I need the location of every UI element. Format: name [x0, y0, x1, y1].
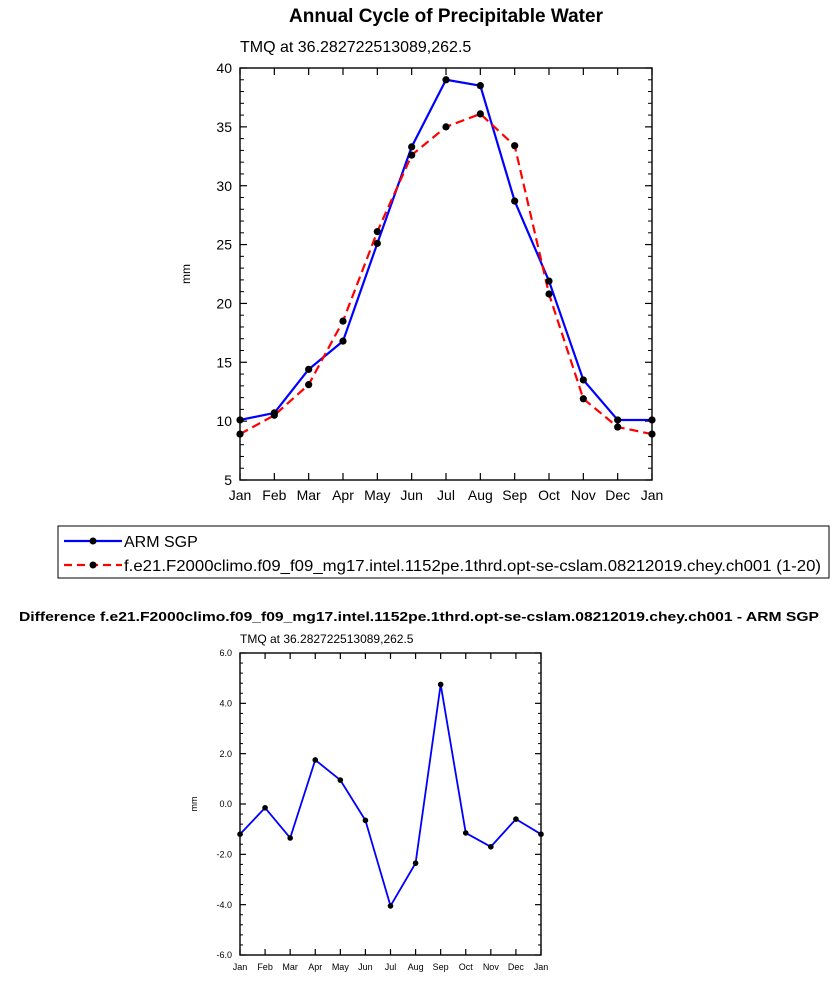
top-series-0-point	[476, 82, 484, 90]
bottom-ytick-label: -6.0	[216, 950, 232, 960]
bottom-series-0-point	[362, 817, 369, 824]
top-ytick-label: 40	[216, 60, 232, 76]
top-xtick-label: Feb	[262, 487, 286, 503]
top-ytick-label: 25	[216, 237, 232, 253]
top-chart-title: Annual Cycle of Precipitable Water	[289, 6, 604, 27]
bottom-series-0-point	[262, 804, 268, 811]
bottom-xtick-label: Nov	[483, 962, 500, 972]
top-series-1-point	[339, 317, 347, 325]
top-series-0-point	[236, 416, 244, 424]
top-series-0-point	[339, 337, 347, 345]
bottom-xtick-label: Oct	[459, 962, 474, 972]
top-series-0-point	[373, 239, 381, 247]
top-ytick-label: 20	[216, 295, 232, 311]
top-series-0-point	[545, 277, 553, 285]
bottom-series-0-point	[287, 835, 293, 841]
top-series-1-point	[305, 381, 313, 389]
top-ytick-label: 15	[216, 354, 232, 370]
bottom-frame	[239, 652, 542, 956]
bottom-xtick-label: Dec	[508, 962, 525, 972]
top-series-1-point	[614, 423, 622, 431]
legend: ARM SGP f.e21.F2000climo.f09_f09_mg17.in…	[57, 525, 830, 579]
top-ytick-label: 5	[224, 472, 232, 488]
top-xtick-label: Jun	[400, 487, 423, 503]
bottom-ytick-label: -2.0	[216, 850, 232, 860]
top-series-1-point	[270, 411, 278, 419]
top-series-1-point	[373, 228, 381, 236]
legend-label-model: f.e21.F2000climo.f09_f09_mg17.intel.1152…	[124, 558, 821, 575]
bottom-series-0-point	[387, 903, 394, 909]
bottom-ytick-label: 0.0	[219, 799, 232, 809]
top-xtick-label: Aug	[468, 487, 493, 503]
bottom-series-0-point	[312, 757, 319, 763]
top-series-0-point	[614, 416, 622, 424]
bottom-series-0-line	[239, 683, 542, 907]
top-series-1-point	[545, 290, 553, 298]
top-series-1-point	[408, 151, 416, 159]
top-series-1-point	[511, 142, 519, 150]
legend-marker-model	[89, 561, 97, 569]
top-series-1-point	[236, 430, 244, 438]
top-ytick-label: 30	[216, 178, 232, 194]
top-xtick-label: Jan	[229, 487, 252, 503]
top-series-1-point	[442, 123, 450, 131]
bottom-xtick-label: Apr	[308, 962, 322, 972]
top-ytick-label: 10	[216, 413, 232, 429]
bottom-plot-area: Jan Feb Mar Apr May Jun Jul Aug Sep Oct Nov Dec Jan-…	[189, 648, 548, 972]
bottom-series-0-point	[412, 860, 419, 866]
bottom-series-0-point	[462, 830, 469, 836]
top-xtick-label: May	[364, 487, 390, 503]
top-xtick-label: Jan	[641, 487, 664, 503]
bottom-chart-subtitle: TMQ at 36.282722513089,262.5	[240, 632, 414, 646]
top-xtick-label: Apr	[332, 487, 354, 503]
top-series-1-point	[648, 430, 656, 438]
top-xtick-label: Mar	[297, 487, 321, 503]
bottom-xtick-label: Aug	[408, 962, 424, 972]
top-series-0-point	[648, 416, 656, 424]
bottom-series-0-point	[513, 816, 519, 822]
bottom-chart-title: Difference f.e21.F2000climo.f09_f09_mg17…	[19, 609, 819, 624]
top-plot-area: Jan Feb Mar Apr May Jun Jul Aug Sep Oct Nov Dec Jan5…	[179, 60, 663, 503]
bottom-xtick-label: Mar	[282, 962, 298, 972]
top-series-0-point	[579, 376, 587, 384]
bottom-xtick-label: Jun	[358, 962, 373, 972]
top-series-1-point	[579, 395, 587, 403]
top-xtick-label: Nov	[571, 487, 596, 503]
bottom-xtick-label: Feb	[257, 962, 273, 972]
bottom-xtick-label: Jan	[534, 962, 549, 972]
top-xtick-label: Dec	[605, 487, 630, 503]
bottom-ytick-label: 2.0	[219, 749, 232, 759]
legend-box	[57, 525, 830, 579]
legend-marker-obs	[89, 537, 97, 545]
bottom-xtick-label: May	[332, 962, 350, 972]
top-series-0-point	[305, 365, 313, 373]
top-series-0-point	[408, 143, 416, 151]
bottom-series-0-point	[538, 831, 544, 837]
top-chart-subtitle: TMQ at 36.282722513089,262.5	[240, 39, 471, 56]
top-series-1-point	[476, 110, 484, 118]
top-xtick-label: Jul	[437, 487, 455, 503]
bottom-ytick-label: 6.0	[219, 648, 232, 658]
bottom-series-0-point	[237, 831, 243, 837]
legend-label-obs: ARM SGP	[124, 534, 198, 551]
bottom-ytick-label: -4.0	[216, 900, 232, 910]
bottom-ylabel: mm	[189, 797, 199, 812]
bottom-xtick-label: Jan	[233, 962, 248, 972]
top-series-0-line	[239, 78, 652, 422]
top-ylabel: mm	[179, 264, 193, 284]
top-series-0-point	[511, 197, 519, 205]
bottom-xtick-label: Sep	[433, 962, 449, 972]
bottom-series-0-point	[437, 681, 444, 688]
top-xtick-label: Oct	[538, 487, 560, 503]
top-xtick-label: Sep	[502, 487, 527, 503]
top-series-0-point	[442, 76, 450, 84]
bottom-xtick-label: Jul	[385, 962, 397, 972]
top-ytick-label: 35	[216, 119, 232, 135]
top-series-1-line	[239, 112, 653, 436]
bottom-ytick-label: 4.0	[219, 699, 232, 709]
bottom-series-0-point	[337, 777, 344, 783]
bottom-series-0-point	[488, 843, 494, 850]
